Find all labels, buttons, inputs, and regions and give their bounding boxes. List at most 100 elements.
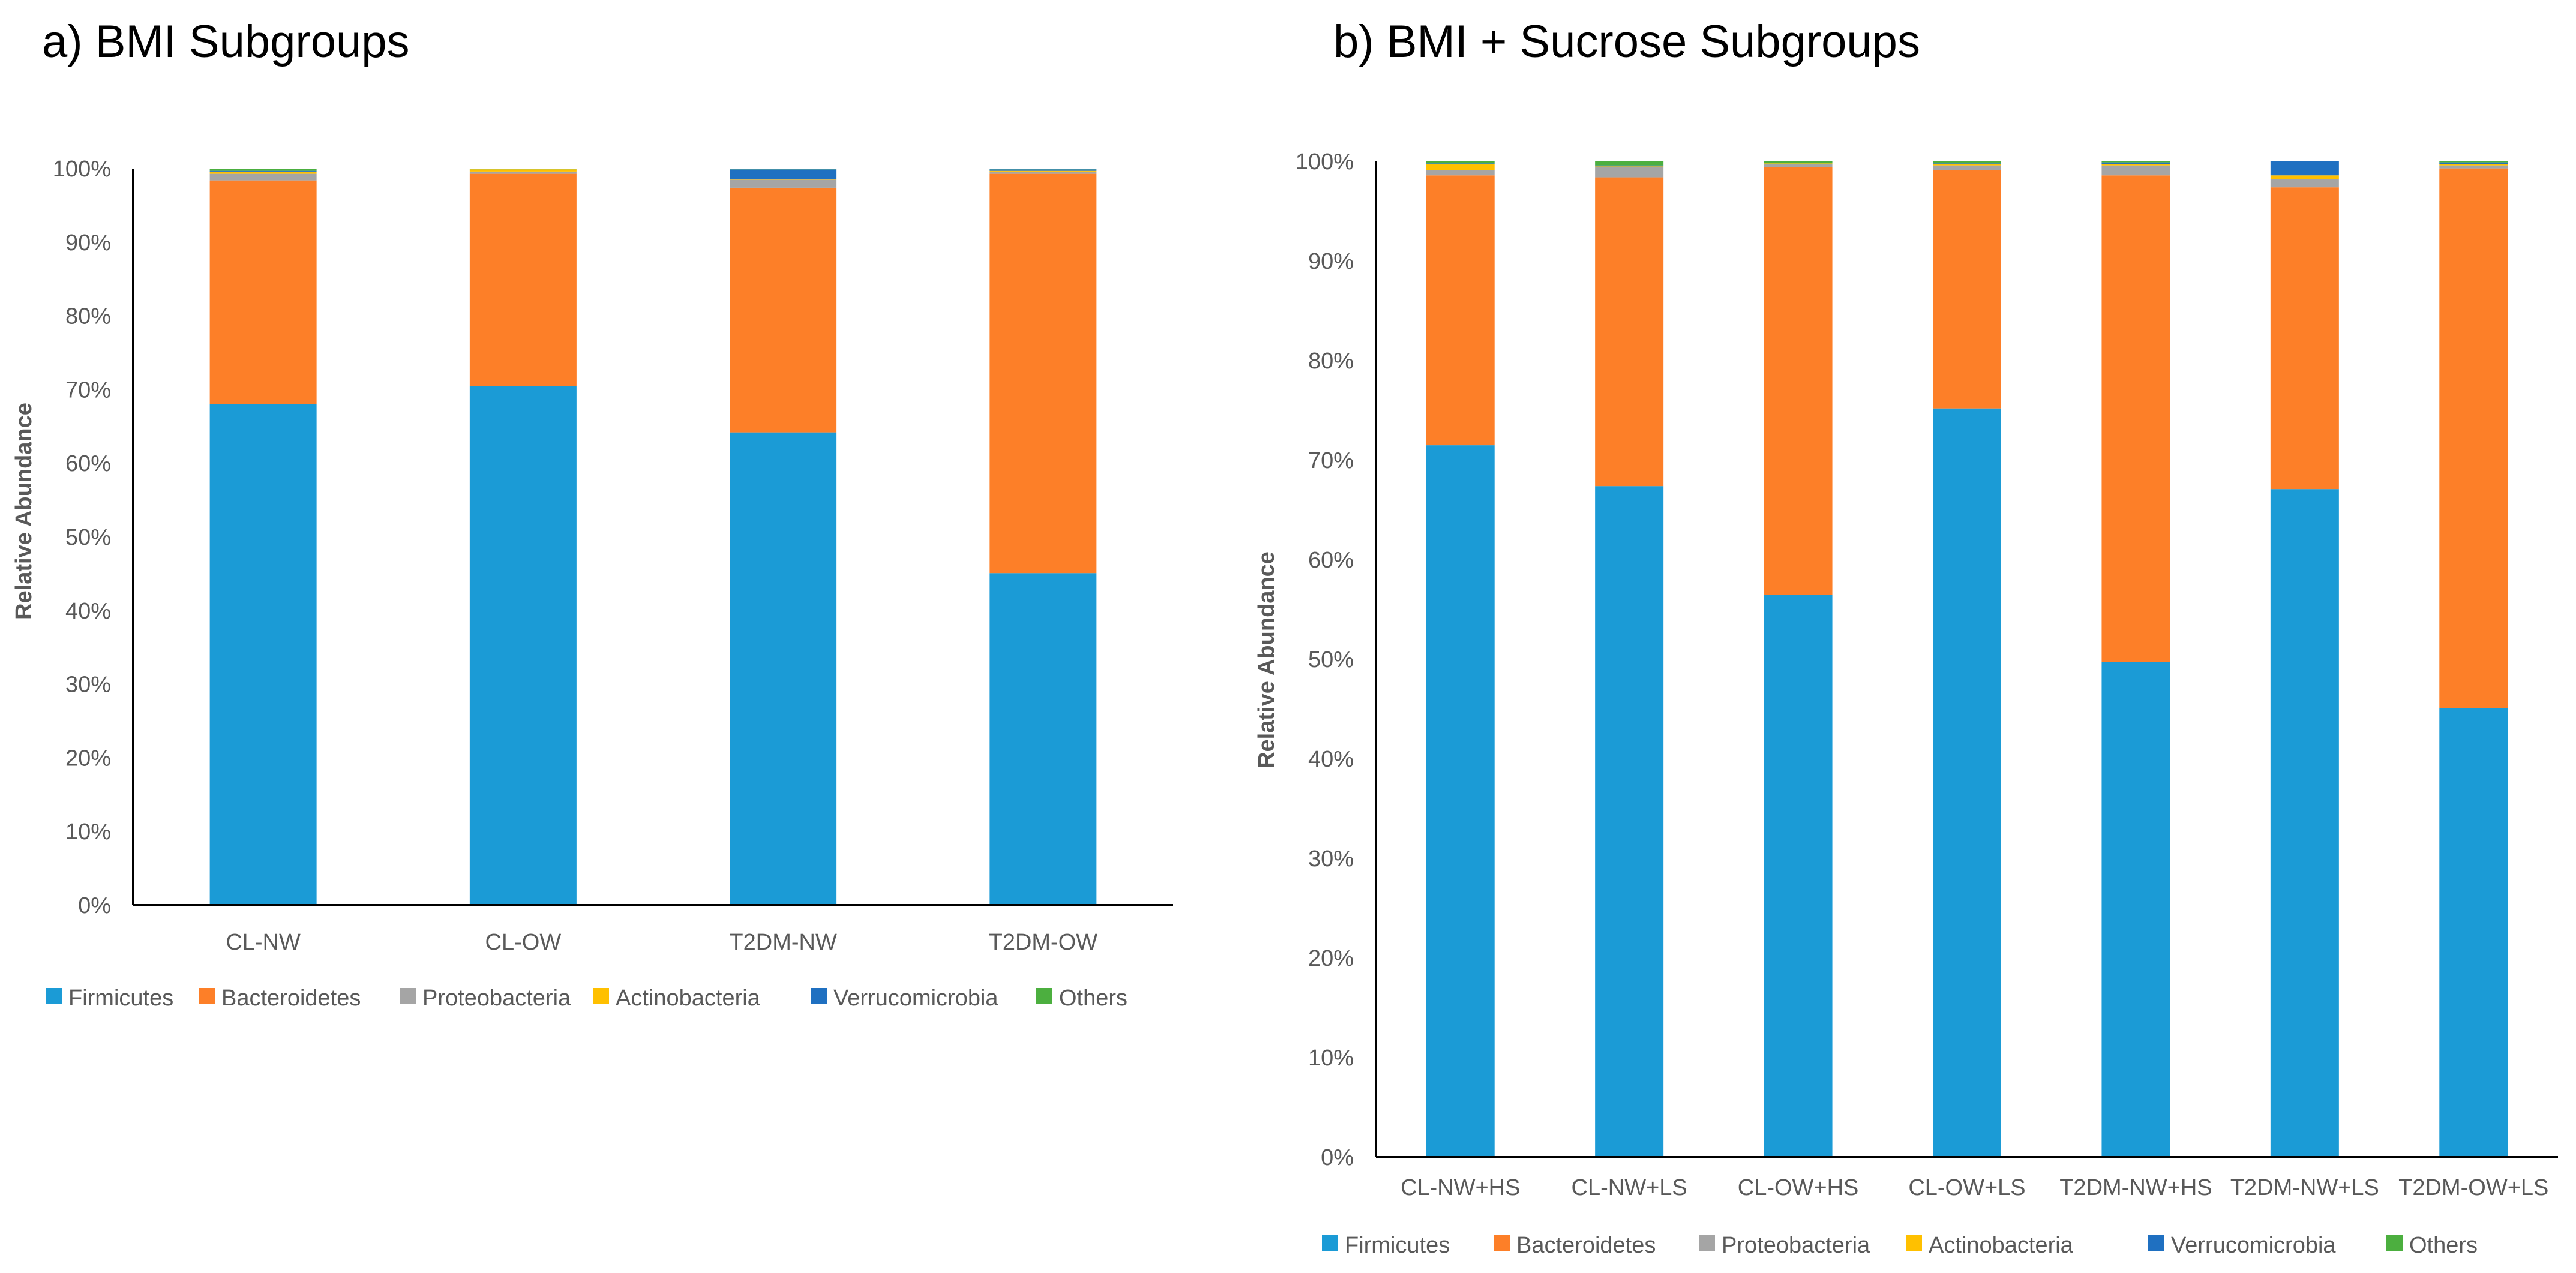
chart-b-category-label: CL-NW+HS xyxy=(1401,1175,1521,1200)
chart-a-bar-others-cl-nw xyxy=(209,169,317,171)
chart-a-legend-swatch-bacteroidetes xyxy=(199,988,215,1004)
chart-a-bar-verrucomicrobia-t2dm-ow xyxy=(989,169,1097,171)
chart-a-bar-proteobacteria-t2dm-nw xyxy=(730,179,837,188)
chart-b-legend-label-firmicutes: Firmicutes xyxy=(1345,1233,1450,1258)
chart-b-bar-proteobacteria-cl-ow-hs xyxy=(1764,164,1833,167)
chart-a-bar-proteobacteria-t2dm-ow xyxy=(989,171,1097,174)
chart-b-bar-others-cl-nw-ls xyxy=(1595,161,1664,166)
chart-b-y-tick-label: 60% xyxy=(1308,548,1354,573)
chart-a-y-tick-label: 10% xyxy=(65,819,111,845)
chart-b-legend-swatch-firmicutes xyxy=(1322,1235,1338,1251)
chart-b-category-label: T2DM-NW+HS xyxy=(2059,1175,2212,1200)
chart-a-legend-label-verrucomicrobia: Verrucomicrobia xyxy=(833,986,998,1011)
chart-b-legend-swatch-actinobacteria xyxy=(1906,1235,1922,1251)
chart-b-title: b) BMI + Sucrose Subgroups xyxy=(1333,16,1920,67)
chart-b-bar-bacteroidetes-cl-ow-hs xyxy=(1764,167,1833,595)
chart-b-bar-firmicutes-t2dm-nw-ls xyxy=(2270,489,2339,1157)
chart-a-bar-bacteroidetes-cl-ow xyxy=(469,173,577,386)
chart-a-y-tick-label: 90% xyxy=(65,230,111,256)
chart-b-bar-bacteroidetes-t2dm-nw-ls xyxy=(2270,187,2339,490)
chart-b-bar-firmicutes-t2dm-nw-hs xyxy=(2101,662,2170,1157)
chart-b-bar-actinobacteria-cl-ow-hs xyxy=(1764,163,1833,164)
chart-b-category-label: T2DM-OW+LS xyxy=(2398,1175,2548,1200)
chart-b-legend-swatch-proteobacteria xyxy=(1699,1235,1715,1251)
chart-b-legend-label-bacteroidetes: Bacteroidetes xyxy=(1516,1233,1656,1258)
chart-b-y-tick-label: 30% xyxy=(1308,846,1354,872)
chart-a-category-label: T2DM-NW xyxy=(729,930,837,955)
chart-b-bar-bacteroidetes-t2dm-nw-hs xyxy=(2101,175,2170,662)
chart-b-y-tick-label: 40% xyxy=(1308,747,1354,772)
chart-a-category-label: CL-OW xyxy=(485,930,562,955)
chart-bmi-sucrose-subgroups: b) BMI + Sucrose Subgroups Relative Abun… xyxy=(1254,16,2558,1258)
chart-b-y-tick-label: 20% xyxy=(1308,946,1354,971)
chart-b-bar-proteobacteria-t2dm-ow-ls xyxy=(2439,165,2508,169)
chart-a-y-tick-label: 30% xyxy=(65,672,111,698)
chart-b-legend-label-proteobacteria: Proteobacteria xyxy=(1722,1233,1870,1258)
chart-b-bar-proteobacteria-t2dm-nw-ls xyxy=(2270,179,2339,188)
chart-a-y-axis-title: Relative Abundance xyxy=(11,403,37,620)
chart-b-bar-actinobacteria-cl-nw-ls xyxy=(1595,166,1664,167)
chart-a-legend-label-firmicutes: Firmicutes xyxy=(68,986,173,1011)
chart-b-y-tick-label: 90% xyxy=(1308,249,1354,274)
chart-b-category-label: CL-OW+HS xyxy=(1738,1175,1859,1200)
chart-a-legend-label-actinobacteria: Actinobacteria xyxy=(616,986,761,1011)
chart-b-bar-others-cl-nw-hs xyxy=(1426,161,1495,164)
chart-a-legend-swatch-firmicutes xyxy=(46,988,62,1004)
chart-b-bar-actinobacteria-cl-ow-ls xyxy=(1933,164,2001,166)
chart-a-legend-swatch-actinobacteria xyxy=(593,988,609,1004)
chart-a-y-tick-label: 0% xyxy=(78,893,111,918)
chart-b-bar-proteobacteria-t2dm-nw-hs xyxy=(2101,165,2170,176)
chart-b-bar-firmicutes-cl-nw-ls xyxy=(1595,486,1664,1158)
chart-b-bar-firmicutes-t2dm-ow-ls xyxy=(2439,708,2508,1157)
chart-bmi-subgroups: a) BMI Subgroups Relative Abundance 0% 10… xyxy=(11,16,1173,1011)
chart-b-bar-verrucomicrobia-t2dm-nw-hs xyxy=(2101,162,2170,164)
chart-b-y-axis-title: Relative Abundance xyxy=(1254,551,1279,768)
chart-a-bar-bacteroidetes-t2dm-nw xyxy=(730,187,837,433)
chart-a-bar-firmicutes-cl-ow xyxy=(469,386,577,905)
chart-a-y-tick-label: 20% xyxy=(65,746,111,771)
chart-a-y-tick-label: 60% xyxy=(65,451,111,476)
chart-b-bar-others-t2dm-ow-ls xyxy=(2439,161,2508,163)
chart-b-bar-proteobacteria-cl-nw-hs xyxy=(1426,170,1495,176)
chart-b-y-tick-label: 100% xyxy=(1296,149,1354,175)
chart-a-y-tick-label: 80% xyxy=(65,304,111,329)
chart-b-bar-proteobacteria-cl-nw-ls xyxy=(1595,167,1664,178)
chart-b-bar-others-cl-ow-hs xyxy=(1764,161,1833,164)
chart-b-bar-others-t2dm-nw-hs xyxy=(2101,161,2170,163)
chart-a-y-tick-label: 70% xyxy=(65,377,111,403)
chart-a-legend-swatch-proteobacteria xyxy=(400,988,416,1004)
chart-b-legend-label-verrucomicrobia: Verrucomicrobia xyxy=(2171,1233,2336,1258)
chart-a-bar-actinobacteria-t2dm-ow xyxy=(989,170,1097,172)
chart-a-bar-bacteroidetes-t2dm-ow xyxy=(989,173,1097,574)
chart-b-bar-actinobacteria-cl-nw-hs xyxy=(1426,164,1495,170)
chart-b-y-tick-label: 10% xyxy=(1308,1046,1354,1071)
chart-b-category-label: CL-NW+LS xyxy=(1572,1175,1687,1200)
chart-a-category-label: CL-NW xyxy=(226,930,301,955)
chart-b-legend-swatch-verrucomicrobia xyxy=(2148,1235,2164,1251)
chart-b-bar-actinobacteria-t2dm-nw-hs xyxy=(2101,164,2170,166)
chart-b-legend-label-actinobacteria: Actinobacteria xyxy=(1929,1233,2074,1258)
chart-b-bar-bacteroidetes-t2dm-ow-ls xyxy=(2439,168,2508,708)
chart-b-bar-actinobacteria-t2dm-nw-ls xyxy=(2270,175,2339,179)
chart-a-y-tick-label: 100% xyxy=(53,157,111,182)
chart-b-bar-verrucomicrobia-cl-nw-ls xyxy=(1595,165,1664,167)
chart-b-bar-verrucomicrobia-t2dm-ow-ls xyxy=(2439,162,2508,164)
chart-a-bar-verrucomicrobia-t2dm-nw xyxy=(730,169,837,179)
chart-a-bar-bacteroidetes-cl-nw xyxy=(209,180,317,404)
chart-a-bar-firmicutes-t2dm-ow xyxy=(989,573,1097,905)
chart-b-bar-bacteroidetes-cl-nw-ls xyxy=(1595,177,1664,487)
chart-b-y-tick-label: 70% xyxy=(1308,448,1354,473)
chart-b-category-label: T2DM-NW+LS xyxy=(2230,1175,2379,1200)
chart-a-bar-proteobacteria-cl-ow xyxy=(469,171,577,174)
chart-b-bar-proteobacteria-cl-ow-ls xyxy=(1933,165,2001,170)
chart-b-bar-bacteroidetes-cl-ow-ls xyxy=(1933,170,2001,409)
chart-b-category-label: CL-OW+LS xyxy=(1908,1175,2025,1200)
chart-b-bar-others-cl-ow-ls xyxy=(1933,161,2001,164)
chart-b-legend-label-others: Others xyxy=(2409,1233,2478,1258)
chart-b-bar-bacteroidetes-cl-nw-hs xyxy=(1426,175,1495,446)
chart-a-legend-label-proteobacteria: Proteobacteria xyxy=(422,986,571,1011)
chart-b-y-tick-label: 0% xyxy=(1321,1145,1354,1170)
chart-a-legend-label-bacteroidetes: Bacteroidetes xyxy=(221,986,361,1011)
chart-b-bar-verrucomicrobia-t2dm-nw-ls xyxy=(2270,161,2339,176)
chart-b-bar-actinobacteria-t2dm-ow-ls xyxy=(2439,164,2508,166)
